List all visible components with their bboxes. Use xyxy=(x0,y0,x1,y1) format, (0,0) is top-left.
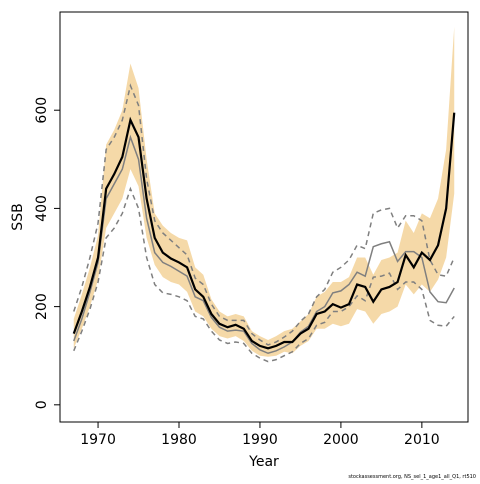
plot-frame xyxy=(59,11,469,423)
x-tick-label: 1990 xyxy=(242,432,278,448)
line xyxy=(73,186,455,363)
y-tick-label: 200 xyxy=(34,293,50,320)
y-tick-label: 0 xyxy=(34,400,50,409)
confidence-band xyxy=(73,26,455,357)
line xyxy=(73,83,455,346)
x-tick-label: 2010 xyxy=(404,432,440,448)
footnote: stockassessment.org, NS_sel_1_age1_all_Q… xyxy=(348,474,476,480)
line xyxy=(73,134,455,355)
x-tick-label: 1970 xyxy=(80,432,116,448)
x-tick-label: 2000 xyxy=(323,432,359,448)
line xyxy=(72,112,456,350)
y-axis-label: SSB xyxy=(10,203,26,230)
x-axis-label: Year xyxy=(248,454,279,470)
x-tick-label: 1980 xyxy=(161,432,197,448)
y-tick-label: 600 xyxy=(34,97,50,124)
y-tick-label: 400 xyxy=(34,195,50,222)
